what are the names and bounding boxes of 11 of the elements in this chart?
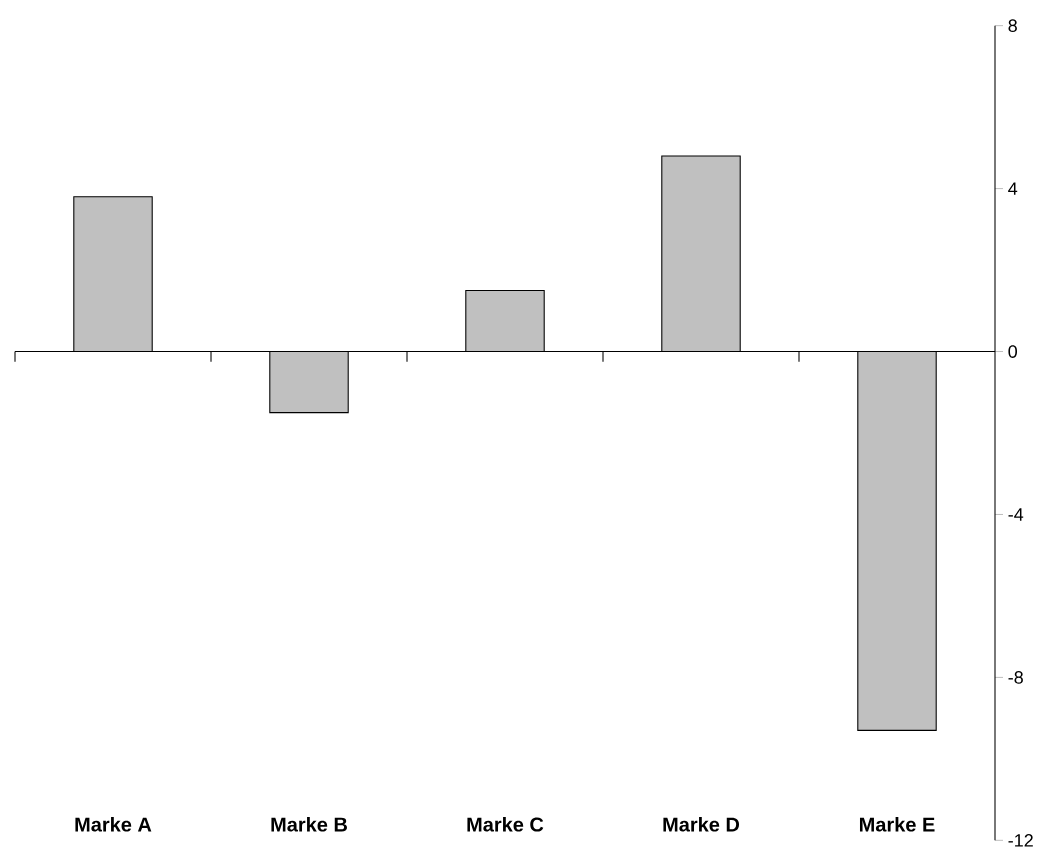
y-tick-label: 4 (1008, 182, 1018, 195)
y-tick-label: 8 (1008, 19, 1017, 32)
x-tick-label: Marke C (467, 816, 544, 832)
y-tick-label: -12 (1008, 833, 1033, 847)
y-tick-label: 0 (1008, 345, 1018, 358)
y-tick-label: -8 (1008, 670, 1023, 684)
y-tick-label: -4 (1008, 508, 1024, 521)
x-tick-label: Marke E (859, 816, 935, 832)
x-tick-label: Marke A (75, 816, 152, 832)
x-tick-label: Marke B (271, 816, 347, 832)
x-tick-label: Marke D (663, 816, 740, 832)
